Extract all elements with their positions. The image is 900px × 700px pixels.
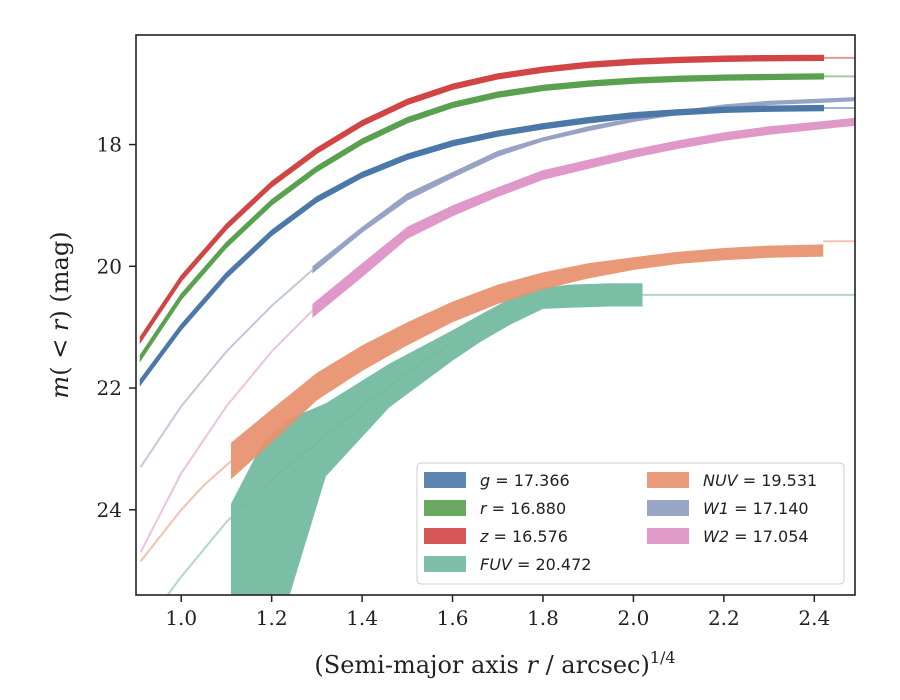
legend-item-nuv: NUV = 19.531	[647, 471, 817, 490]
legend-label: NUV = 19.531	[703, 471, 817, 490]
series-fuv	[166, 283, 855, 595]
legend-swatch	[424, 528, 466, 544]
x-axis-ticks: 1.0 1.2 1.4 1.6 1.8 2.0 2.2 2.4	[165, 595, 830, 630]
legend-item-g: g = 17.366	[424, 471, 570, 490]
y-tick-label: 22	[97, 376, 122, 400]
series-z	[139, 54, 855, 345]
legend-label: g = 17.366	[480, 471, 570, 490]
x-tick-label: 1.0	[165, 606, 197, 630]
legend-label: z = 16.576	[479, 527, 568, 546]
legend-item-w1: W1 = 17.140	[647, 499, 809, 518]
series-r	[139, 73, 855, 363]
legend-swatch	[647, 472, 689, 488]
plot-frame	[135, 34, 856, 596]
legend-label: r = 16.880	[480, 499, 566, 518]
x-tick-label: 1.4	[346, 606, 378, 630]
series-w2-inner-profile	[139, 309, 314, 553]
x-tick-label: 2.0	[618, 606, 650, 630]
legend-item-r: r = 16.880	[424, 499, 566, 518]
series-nuv-inner-profile	[139, 460, 232, 563]
legend-swatch	[424, 500, 466, 516]
y-axis-ticks: 18 20 22 24	[97, 133, 136, 522]
x-tick-label: 1.6	[437, 606, 469, 630]
legend-box	[416, 462, 845, 585]
series-w1	[139, 97, 855, 468]
legend-swatch	[424, 556, 466, 572]
series-g-band	[139, 104, 825, 387]
series-r-band	[139, 73, 825, 363]
series-z-band	[139, 54, 825, 345]
legend-swatch	[647, 528, 689, 544]
legend: g = 17.366 r = 16.880 z = 16.576 FUV = 20.4…	[416, 462, 845, 585]
legend-label: W2 = 17.054	[703, 527, 809, 546]
y-tick-label: 18	[97, 133, 122, 157]
y-axis-label: m( < r) (mag)	[46, 231, 74, 398]
legend-label: W1 = 17.140	[703, 499, 809, 518]
legend-item-z: z = 16.576	[424, 527, 568, 546]
legend-label: FUV = 20.472	[480, 555, 591, 574]
legend-swatch	[424, 472, 466, 488]
x-axis-label: (Semi-major axis r / arcsec)1/4	[314, 648, 675, 679]
series-nuv	[139, 240, 855, 563]
series-w2	[139, 117, 855, 553]
legend-item-w2: W2 = 17.054	[647, 527, 809, 546]
y-tick-label: 24	[97, 498, 122, 522]
y-tick-label: 20	[97, 254, 122, 278]
x-tick-label: 1.8	[527, 606, 559, 630]
series-w1-inner-profile	[139, 269, 314, 468]
legend-item-fuv: FUV = 20.472	[424, 555, 591, 574]
x-tick-label: 2.4	[798, 606, 830, 630]
plot-area	[139, 54, 855, 595]
legend-swatch	[647, 500, 689, 516]
x-tick-label: 1.2	[256, 606, 288, 630]
series-nuv-band	[231, 244, 824, 480]
series-g	[139, 104, 855, 387]
x-tick-label: 2.2	[708, 606, 740, 630]
series-fuv-band	[231, 283, 643, 595]
